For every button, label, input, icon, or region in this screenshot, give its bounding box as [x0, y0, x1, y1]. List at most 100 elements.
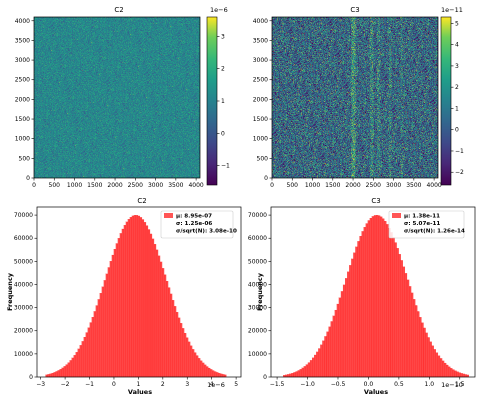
- histogram-c3-bar: [338, 297, 342, 378]
- histogram-c2-plot: −3 −2 −1 0 1 2 3 4 5 0 10000 20000 30000 40000 50000 60…: [14, 206, 242, 388]
- histogram-c3-bar: [369, 217, 372, 378]
- histogram-c3-bar: [406, 279, 410, 378]
- histogram-c2-bar: [127, 219, 130, 378]
- histogram-c3-bar: [330, 321, 333, 378]
- histogram-c3-bar: [349, 265, 352, 378]
- histogram-c2-bar: [212, 370, 215, 378]
- histogram-c2-bar: [188, 341, 191, 378]
- histogram-c2-bar: [220, 373, 223, 378]
- histogram-c2-bar: [190, 345, 193, 378]
- heatmap-c3-xtick-label: 2500: [366, 182, 381, 189]
- histogram-c3-bar: [464, 374, 467, 378]
- histogram-c3-bar: [402, 266, 406, 378]
- histogram-c3-bar: [318, 348, 321, 378]
- histogram-c3-bar: [351, 258, 354, 378]
- heatmap-c3-cbar-tick-label: 1: [455, 105, 459, 112]
- histogram-c2-bar: [216, 372, 219, 378]
- histogram-c2-xtick-label: 3: [185, 381, 189, 388]
- heatmap-c3-ytick-label: 2500: [253, 77, 268, 84]
- histogram-c2-bar: [117, 238, 120, 378]
- heatmap-c2-ytick-label: 3000: [15, 57, 30, 64]
- histogram-c3-title: C3: [371, 197, 380, 205]
- histogram-c3-bar: [361, 231, 364, 378]
- heatmap-c3-cbar-tick-label: 2: [455, 84, 459, 91]
- histogram-c2-bar: [49, 373, 52, 378]
- histogram-c3-bar: [404, 273, 408, 378]
- histogram-c3-bar: [293, 372, 296, 378]
- heatmap-c3-ytick-label: 2000: [253, 96, 268, 103]
- heatmap-c3-cbar-tick-label: 5: [455, 20, 459, 27]
- histogram-c2-bar: [89, 322, 92, 378]
- histogram-c2-bar: [145, 225, 149, 378]
- heatmap-c3-title: C3: [350, 6, 359, 14]
- histogram-c2-bar: [214, 371, 217, 378]
- histogram-c3-bar: [415, 305, 418, 378]
- histogram-c2-bar: [198, 358, 201, 378]
- histogram-c3-legend-box: [388, 210, 465, 239]
- histogram-c2-bar: [151, 238, 155, 378]
- histogram-c2-bar: [159, 261, 163, 378]
- heatmap-c2-xtick-label: 3000: [148, 182, 163, 189]
- heatmap-c2-xtick-label: 4000: [188, 182, 203, 189]
- histogram-c3-bar: [287, 374, 290, 378]
- histogram-c2-ytick-label: 60000: [14, 235, 33, 242]
- histogram-c2-bar: [65, 364, 68, 378]
- histogram-c2-bar: [99, 293, 102, 378]
- heatmap-c2-ytick-label: 1500: [15, 116, 30, 123]
- histogram-c3-bar: [439, 358, 443, 378]
- histogram-c2-bar: [91, 317, 94, 378]
- histogram-c3-bar: [299, 369, 302, 378]
- histogram-c2-bar: [85, 332, 88, 378]
- heatmap-c3-ytick-label: 3500: [253, 37, 268, 44]
- histogram-c3-bar: [301, 367, 304, 378]
- histogram-c3-bar: [365, 223, 368, 378]
- histogram-c3-bar: [334, 309, 337, 378]
- heatmap-c2-cbar-tick-label: −1: [221, 163, 230, 170]
- histogram-c2-bar: [103, 280, 106, 378]
- histogram-c2-bar: [115, 243, 118, 378]
- heatmap-c3-xtick-label: 1500: [325, 182, 340, 189]
- histogram-c2-bar: [109, 261, 112, 378]
- histogram-c2-ytick-label: 10000: [14, 351, 33, 358]
- heatmap-c2-ytick-label: 3500: [15, 37, 30, 44]
- histogram-c2-bar: [131, 215, 135, 378]
- histogram-c3-xtick-label: 1.5: [455, 381, 465, 388]
- histogram-c2-bar: [121, 228, 124, 378]
- histogram-c3-bar: [423, 327, 426, 378]
- heatmap-c2-frame: [33, 16, 201, 179]
- histogram-c3-xtick-label: 0.5: [394, 381, 404, 388]
- histogram-c3-bar: [336, 303, 339, 378]
- heatmap-c2-cbar-tick-label: 1: [221, 98, 225, 105]
- histogram-c2-bar: [155, 249, 159, 378]
- histogram-c3-bar: [342, 284, 346, 378]
- histogram-c3-ytick-label: 10000: [248, 351, 267, 358]
- histogram-c3-bar: [357, 241, 360, 378]
- histogram-c2-bar: [61, 367, 64, 378]
- histogram-c2-bar: [51, 372, 54, 378]
- histogram-c3-bar: [380, 216, 383, 378]
- histogram-c3-bar: [373, 215, 377, 378]
- histogram-c2-bar: [168, 287, 171, 378]
- histogram-c2-bar: [125, 221, 128, 378]
- histogram-c2-bar: [206, 366, 209, 378]
- heatmap-c3-frame: [271, 16, 439, 179]
- histogram-c3-bar: [462, 373, 465, 378]
- heatmap-c3-cbar-tick-label: −2: [455, 169, 464, 176]
- heatmap-c2-xtick-label: 0: [32, 182, 36, 189]
- histogram-c2-xtick-label: 2: [161, 381, 165, 388]
- histogram-c2-bar: [77, 348, 80, 378]
- histogram-c3-ytick-label: 0: [263, 374, 267, 381]
- histogram-c3-bar: [353, 252, 356, 378]
- histogram-c2-bar: [101, 286, 104, 378]
- histogram-c3-bar: [400, 260, 403, 378]
- histogram-c3-bar: [371, 216, 375, 378]
- histogram-c2-bar: [97, 299, 100, 378]
- histogram-c2-legend-box: [160, 210, 234, 239]
- histogram-c3-bar: [408, 286, 412, 378]
- heatmap-c3-ytick-label: 0: [264, 175, 268, 182]
- histogram-c2-ytick-label: 50000: [14, 258, 33, 265]
- histogram-c2-bar: [105, 273, 108, 378]
- heatmap-c3-cbar-tick-label: 3: [455, 63, 459, 70]
- heatmap-c3-xtick-label: 0: [270, 182, 274, 189]
